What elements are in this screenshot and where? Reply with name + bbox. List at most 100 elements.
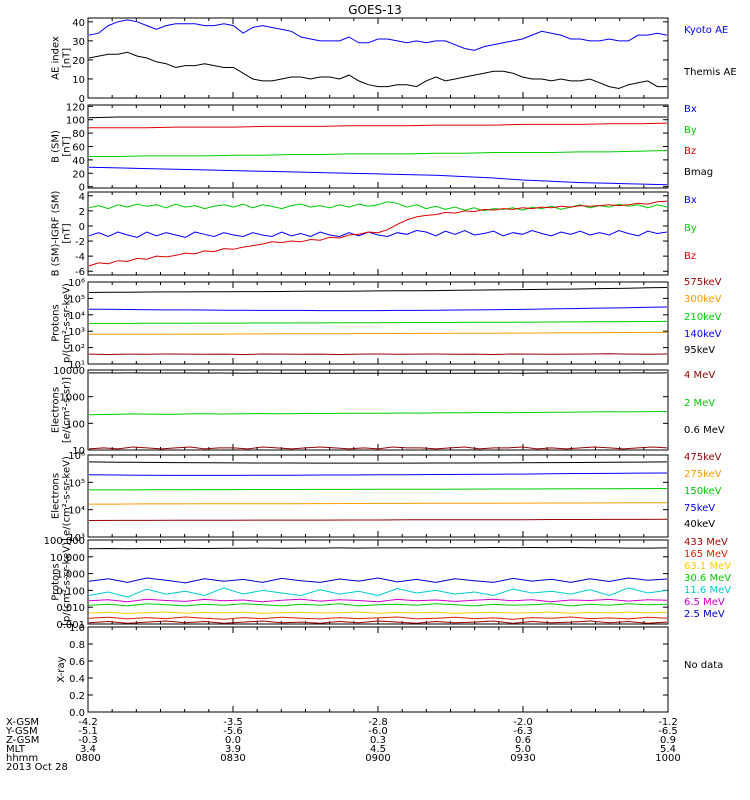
series-line-300kev	[89, 331, 667, 335]
y-tick-label: 4	[79, 192, 85, 203]
series-line-75kev	[88, 472, 668, 476]
y-axis-label: AE index	[51, 36, 62, 80]
series-line-40kev	[88, 461, 668, 464]
legend-entry: 11.6 MeV	[684, 585, 731, 596]
panel-frame	[87, 454, 669, 538]
ephemeris-value: 0800	[75, 753, 100, 764]
series-line-6-5-mev	[88, 598, 668, 603]
legend-entry: 275keV	[684, 469, 722, 480]
y-axis-label: [nT]	[62, 48, 73, 68]
y-axis-label: Electrons	[51, 387, 62, 433]
series-line-150kev	[89, 488, 668, 491]
y-tick-label: 2	[79, 207, 85, 218]
series-line-themis-ae	[88, 51, 667, 90]
y-tick-label: 0.0	[69, 708, 85, 719]
legend-entry: 475keV	[684, 452, 722, 463]
y-tick-label: 20	[72, 56, 85, 67]
y-tick-label: 40	[72, 156, 85, 167]
y-tick-label: 0.010	[56, 603, 85, 614]
legend-entry: By	[684, 125, 697, 136]
legend-entry: 150keV	[684, 486, 722, 497]
ephemeris-value: -6.0	[368, 726, 388, 737]
y-axis-label: B (SM)	[51, 130, 62, 163]
y-axis-label: X-ray	[56, 656, 67, 682]
series-line-bx	[88, 166, 668, 186]
y-axis-label: [p/(cm²-s-sr-keV)]	[62, 538, 73, 626]
y-tick-label: 1.0	[69, 623, 85, 634]
series-line-bz	[89, 122, 668, 129]
ephemeris-value: 4.5	[370, 744, 386, 755]
legend-entry: 575keV	[684, 277, 722, 288]
no-data-note: No data	[684, 660, 723, 671]
series-line-63-1-mev	[88, 611, 668, 615]
ephemeris-value: -6.3	[513, 726, 533, 737]
y-tick-label: 100	[66, 116, 85, 127]
y-axis-label: [nT]	[62, 223, 73, 243]
y-tick-label: -4	[75, 252, 85, 263]
series-line-bx	[88, 229, 668, 238]
ephemeris-row-label: Y-GSM	[5, 726, 38, 737]
y-tick-label: 10	[72, 446, 85, 457]
legend-entry: 300keV	[684, 294, 722, 305]
y-tick-label: 0	[79, 222, 85, 233]
series-line-433-mev	[88, 620, 668, 624]
y-tick-label: 10⁴	[68, 311, 85, 322]
ephemeris-footer: X-GSM -4.2 -3.5 -2.8 -2.0 -1.2 Y-GSM -5.1 -5.6 -6…	[5, 717, 681, 773]
y-tick-label: 10¹	[68, 360, 85, 371]
date-label: 2013 Oct 28	[6, 762, 68, 773]
series-line-unlabeled	[88, 546, 668, 550]
y-axis-label: Electrons	[51, 473, 62, 519]
panel-8: 0.0 0.2 0.4 0.6 0.8 1.0 X-ray No data	[56, 623, 723, 719]
legend-entry: Themis AE	[683, 67, 737, 78]
ephemeris-row-label: hhmm	[6, 753, 38, 764]
y-tick-label: 10⁶	[68, 278, 85, 289]
y-tick-label: 20	[72, 169, 85, 180]
ephemeris-row-label: MLT	[6, 744, 26, 755]
legend-entry: 40keV	[684, 519, 715, 530]
y-axis-label: e/(cm²-s-sr-keV)	[62, 456, 73, 536]
ephemeris-value: -6.5	[658, 726, 678, 737]
legend-entry: 165 MeV	[684, 549, 728, 560]
legend-entry: 0.6 MeV	[684, 425, 725, 436]
legend-entry: 30.6 MeV	[684, 573, 731, 584]
ephemeris-value: 5.4	[660, 744, 676, 755]
series-line-4-mev	[88, 446, 668, 450]
y-tick-label: 40	[72, 18, 85, 29]
y-tick-label: 120	[66, 102, 85, 113]
legend-entry: By	[684, 223, 697, 234]
series-line-2-mev	[88, 411, 668, 416]
y-tick-label: 10⁴	[68, 506, 85, 517]
y-tick-label: 100.000	[44, 536, 85, 547]
series-line-165-mev	[88, 616, 668, 620]
series-line-2-5-mev	[88, 577, 668, 584]
ephemeris-value: 1000	[655, 753, 680, 764]
series-line-by	[88, 201, 668, 212]
y-axis-label: [e/(cm²-s-sr)]	[62, 377, 73, 443]
panel-5: 10 100 1000 10000 Electrons [e/(cm²-s-sr)] 4 M…	[51, 366, 725, 457]
panel-7: 0.001 0.010 0.100 1.000 10.000 100.000 Protons…	[44, 536, 732, 631]
ephemeris-value: 0900	[365, 753, 390, 764]
ephemeris-value: 3.4	[80, 744, 96, 755]
legend-entry: 63.1 MeV	[684, 561, 731, 572]
legend-entry: 2.5 MeV	[684, 609, 725, 620]
series-line-11-6-mev	[88, 587, 668, 598]
legend-entry: Bz	[684, 251, 696, 262]
y-tick-label: 0.100	[56, 586, 85, 597]
ephemeris-value: 0930	[510, 753, 535, 764]
ephemeris-value: 0830	[220, 753, 245, 764]
ephemeris-value: -0.3	[78, 735, 98, 746]
panel-3: -6 -4 -2 0 2 4 B (SM)-IGRF (SM) [nT] Bx By Bz	[51, 191, 697, 279]
legend-entry: 75keV	[684, 503, 715, 514]
y-axis-label: Protons	[51, 563, 62, 600]
panel-frame	[87, 369, 669, 451]
y-tick-label: 1.000	[56, 570, 85, 581]
panel-1: 0 10 20 30 40 AE index [nT] Kyoto AE Themis AE	[51, 17, 737, 105]
ephemeris-row-label: Z-GSM	[6, 735, 39, 746]
y-tick-label: 0.6	[69, 657, 85, 668]
y-tick-label: 30	[72, 37, 85, 48]
panel-6: 10³ 10⁴ 10⁵ 10⁶ Electrons e/(cm²-s-sr-keV) 475…	[51, 451, 722, 544]
ephemeris-value: 3.9	[225, 744, 241, 755]
y-tick-label: 10000	[53, 366, 85, 377]
legend-entry: 140keV	[684, 329, 722, 340]
